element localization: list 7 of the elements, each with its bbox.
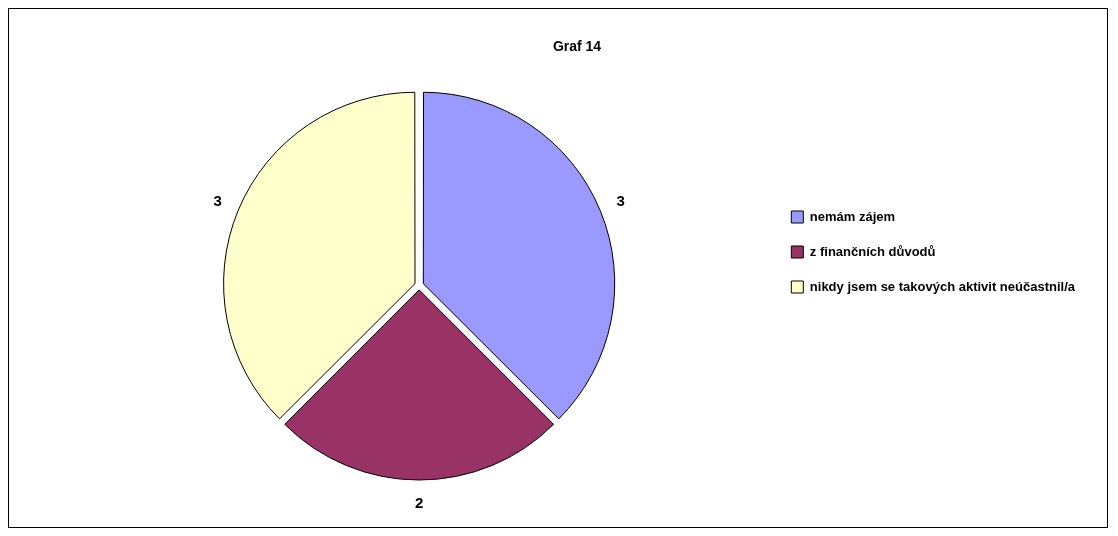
data-label: 3	[213, 192, 222, 210]
legend-label: nikdy jsem se takových aktivit neúčastnil/a	[809, 278, 1076, 294]
chart-title: Graf 14	[552, 38, 602, 55]
legend-label: z finančních důvodů	[809, 243, 936, 259]
data-label: 2	[414, 493, 424, 511]
legend-label: nemám zájem	[809, 208, 896, 224]
data-label: 3	[616, 192, 625, 210]
